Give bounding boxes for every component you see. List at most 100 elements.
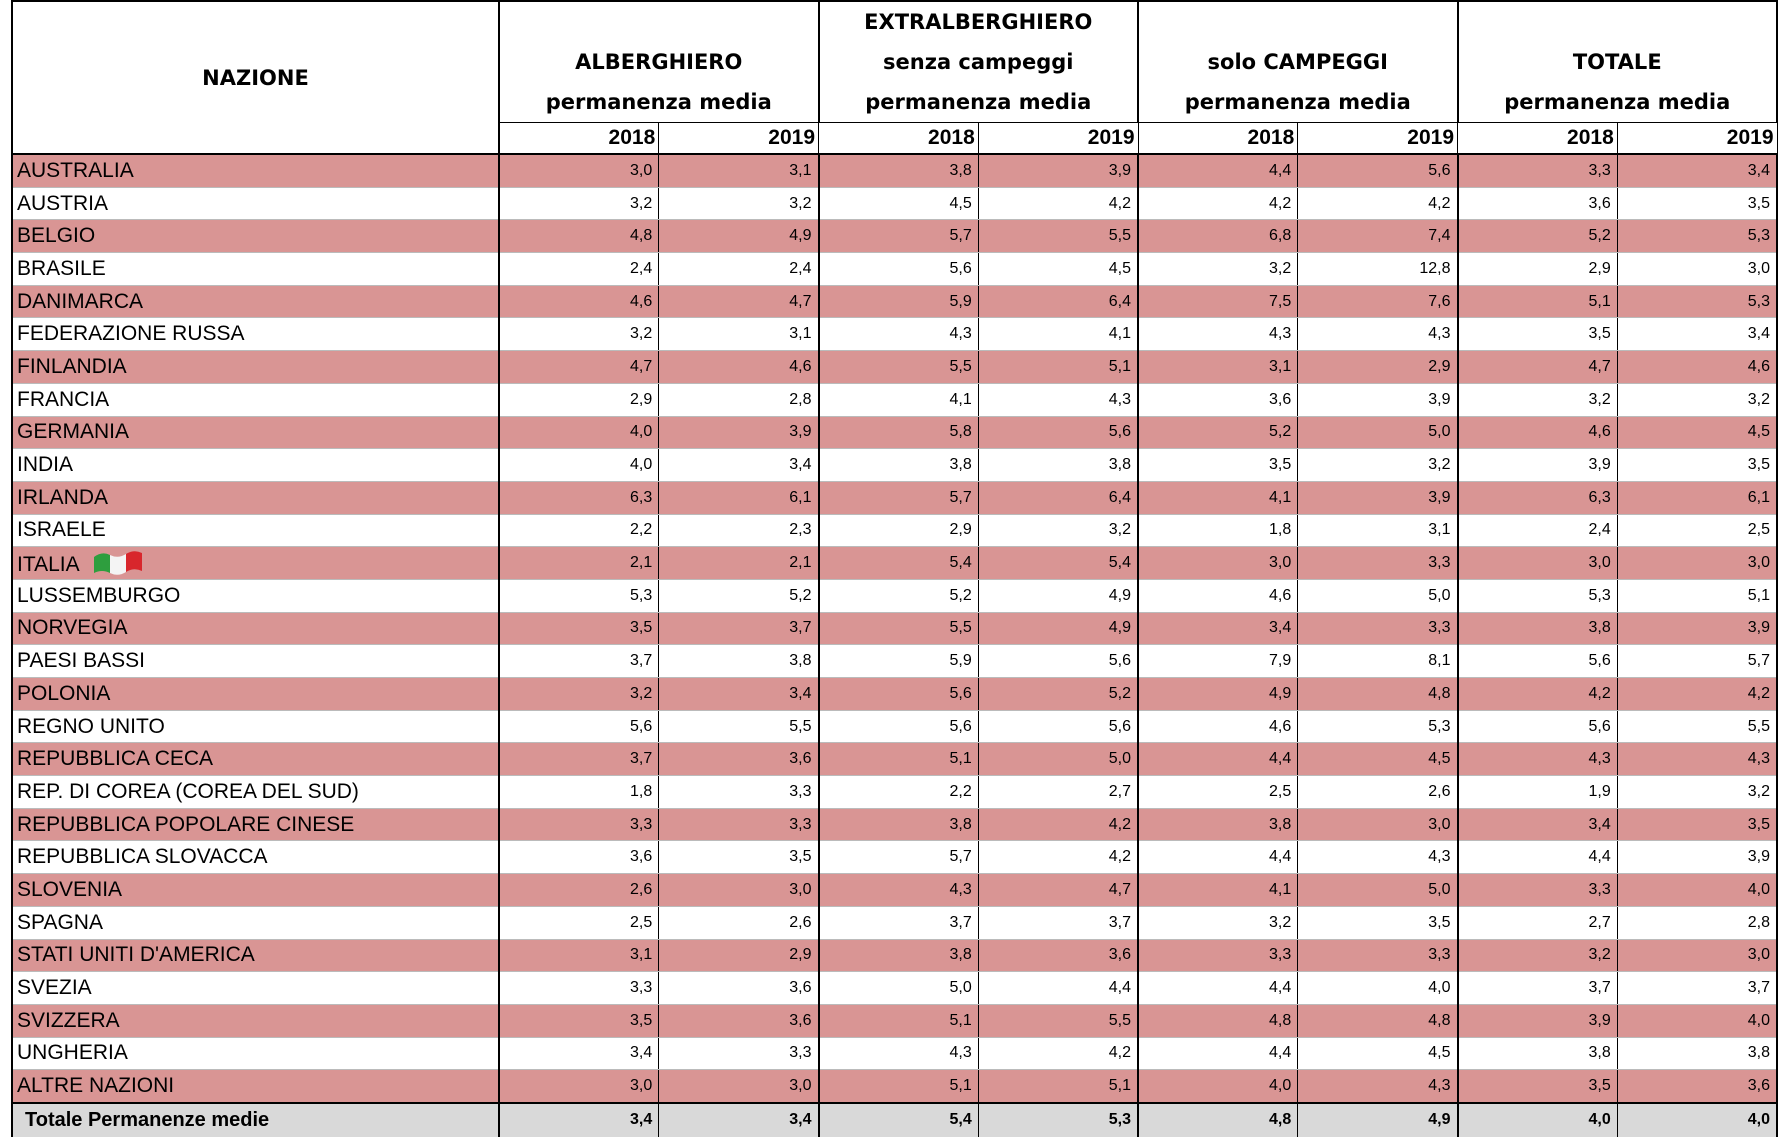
value-cell: 5,6 <box>817 710 979 744</box>
value-cell: 4,2 <box>977 840 1138 875</box>
value-cell: 5,6 <box>1297 154 1458 188</box>
value-cell: 3,1 <box>658 154 819 188</box>
value-cell: 3,7 <box>498 644 659 678</box>
value-cell: 4,3 <box>1616 742 1778 777</box>
value-cell: 3,1 <box>1137 350 1298 384</box>
italy-flag <box>93 551 142 575</box>
value-cell: 5,2 <box>817 579 979 613</box>
country-name-text: PAESI BASSI <box>17 649 145 673</box>
value-cell: 2,4 <box>1456 514 1618 548</box>
value-cell: 5,2 <box>977 677 1138 711</box>
value-cell: 5,4 <box>817 546 979 580</box>
value-cell: 4,4 <box>977 971 1138 1005</box>
table-wrap: NAZIONE ALBERGHIERO permanenza media EXTRAL… <box>11 0 1778 1137</box>
group-header-line: permanenza media <box>1184 90 1411 114</box>
value-cell: 5,7 <box>817 219 979 254</box>
value-cell: 3,4 <box>1616 317 1778 352</box>
country-name-text: IRLANDA <box>17 485 109 509</box>
year-header: 2018 <box>818 122 979 155</box>
value-cell: 3,8 <box>1137 808 1298 842</box>
value-cell: 7,6 <box>1297 285 1458 319</box>
country-name: SLOVENIA <box>11 873 499 907</box>
value-cell: 3,4 <box>1137 612 1298 646</box>
country-name-text: AUSTRALIA <box>17 158 134 182</box>
table-row: ISRAELE 2,2 2,3 2,9 3,2 1,8 3,1 2,4 2,5 <box>11 514 1778 548</box>
year-header: 2018 <box>1457 122 1618 155</box>
value-cell: 4,9 <box>658 219 819 254</box>
value-cell: 3,7 <box>977 906 1138 940</box>
value-cell: 3,8 <box>817 448 979 482</box>
value-cell: 3,9 <box>1456 448 1618 482</box>
country-name-text: SPAGNA <box>17 910 103 934</box>
value-cell: 3,4 <box>1456 808 1618 842</box>
table-row: SPAGNA 2,5 2,6 3,7 3,7 3,2 3,5 2,7 2,8 <box>11 906 1778 940</box>
country-name-text: ISRAELE <box>17 518 106 542</box>
value-cell: 3,0 <box>498 1069 659 1104</box>
value-cell: 3,2 <box>658 187 819 221</box>
country-name: ITALIA <box>11 546 499 580</box>
value-cell: 4,8 <box>1137 1004 1298 1038</box>
value-cell: 5,0 <box>1297 416 1458 450</box>
value-cell: 8,1 <box>1297 644 1458 678</box>
value-cell: 4,9 <box>977 612 1138 646</box>
value-cell: 1,8 <box>1137 514 1298 548</box>
value-cell: 2,9 <box>498 383 659 417</box>
table-row: ITALIA 2,1 2,1 5,4 5,4 3,0 3,3 3,0 3,0 <box>11 546 1778 580</box>
value-cell: 5,3 <box>1297 710 1458 744</box>
value-cell: 3,7 <box>1616 971 1778 1005</box>
value-cell: 3,1 <box>658 317 819 352</box>
country-name: Totale Permanenze medie <box>11 1101 499 1137</box>
table-row: REGNO UNITO 5,6 5,5 5,6 5,6 4,6 5,3 5,6 5,5 <box>11 710 1778 744</box>
value-cell: 2,9 <box>1456 252 1618 286</box>
country-name: REP. DI COREA (COREA DEL SUD) <box>11 775 499 809</box>
value-cell: 3,1 <box>498 939 659 973</box>
value-cell: 4,4 <box>1137 742 1298 777</box>
value-cell: 5,0 <box>977 742 1138 777</box>
value-cell: 4,7 <box>1456 350 1618 384</box>
group-header-line: permanenza media <box>865 90 1092 114</box>
value-cell: 5,1 <box>977 350 1138 384</box>
value-cell: 5,5 <box>817 350 979 384</box>
country-name: REPUBBLICA CECA <box>11 742 499 777</box>
value-cell: 4,7 <box>977 873 1138 907</box>
country-name-text: DANIMARCA <box>17 289 144 313</box>
table-row: REPUBBLICA POPOLARE CINESE 3,3 3,3 3,8 4,2 3,… <box>11 808 1778 842</box>
value-cell: 3,9 <box>1297 383 1458 417</box>
year-header: 2019 <box>1616 122 1778 155</box>
value-cell: 2,6 <box>498 873 659 907</box>
value-cell: 2,6 <box>658 906 819 940</box>
value-cell: 5,9 <box>817 285 979 319</box>
value-cell: 3,8 <box>1616 1037 1778 1071</box>
table-row: POLONIA 3,2 3,4 5,6 5,2 4,9 4,8 4,2 4,2 <box>11 677 1778 711</box>
value-cell: 6,3 <box>1456 481 1618 515</box>
value-cell: 3,4 <box>658 448 819 482</box>
value-cell: 5,2 <box>658 579 819 613</box>
year-header: 2019 <box>977 122 1139 155</box>
value-cell: 3,8 <box>817 154 979 188</box>
value-cell: 5,8 <box>817 416 979 450</box>
group-header: solo CAMPEGGI permanenza media <box>1137 0 1459 123</box>
value-cell: 4,5 <box>1297 1037 1458 1071</box>
table-row: REP. DI COREA (COREA DEL SUD) 1,8 3,3 2,2 2,… <box>11 775 1778 809</box>
value-cell: 2,7 <box>1456 906 1618 940</box>
table-row: AUSTRALIA 3,0 3,1 3,8 3,9 4,4 5,6 3,3 3,4 <box>11 154 1778 188</box>
country-name: SVEZIA <box>11 971 499 1005</box>
value-cell: 4,9 <box>1297 1101 1458 1137</box>
group-header-line: EXTRALBERGHIERO <box>864 10 1093 34</box>
table-row: DANIMARCA 4,6 4,7 5,9 6,4 7,5 7,6 5,1 5,3 <box>11 285 1778 319</box>
value-cell: 4,5 <box>817 187 979 221</box>
value-cell: 3,2 <box>1297 448 1458 482</box>
value-cell: 7,5 <box>1137 285 1298 319</box>
value-cell: 5,3 <box>1616 219 1778 254</box>
value-cell: 5,1 <box>817 1004 979 1038</box>
value-cell: 5,7 <box>817 840 979 875</box>
value-cell: 2,3 <box>658 514 819 548</box>
table-row: GERMANIA 4,0 3,9 5,8 5,6 5,2 5,0 4,6 4,5 <box>11 416 1778 450</box>
value-cell: 3,3 <box>1137 939 1298 973</box>
value-cell: 4,4 <box>1137 154 1298 188</box>
value-cell: 3,5 <box>1137 448 1298 482</box>
value-cell: 3,3 <box>498 971 659 1005</box>
table-row: Totale Permanenze medie 3,4 3,4 5,4 5,3 4,8 4,… <box>11 1101 1778 1137</box>
value-cell: 4,5 <box>1297 742 1458 777</box>
value-cell: 6,4 <box>977 481 1138 515</box>
